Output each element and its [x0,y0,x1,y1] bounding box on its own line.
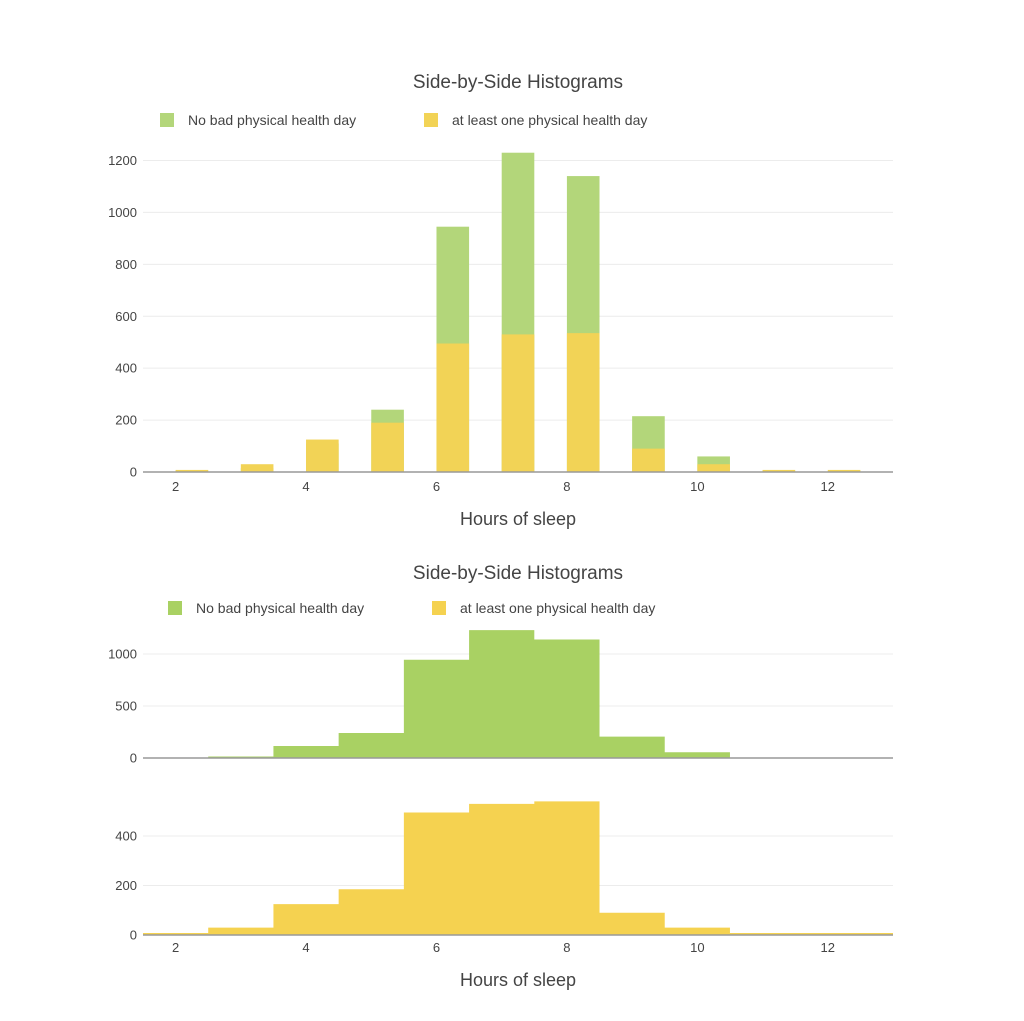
chart-title: Side-by-Side Histograms [413,72,623,93]
bar[interactable] [306,439,339,472]
step-area[interactable] [143,630,893,758]
y-axis-ticks: 0 200 400 600 800 1000 1200 [108,153,137,480]
y-tick-label: 0 [130,465,137,480]
bar[interactable] [566,333,600,472]
bar[interactable] [697,464,730,472]
x-axis-ticks: 2 4 6 8 10 12 [172,940,835,955]
x-tick-label: 6 [433,479,440,494]
legend[interactable]: No bad physical health day at least one … [160,112,647,128]
legend-swatch-green[interactable] [160,113,174,127]
bar[interactable] [827,469,861,472]
legend[interactable]: No bad physical health day at least one … [168,600,655,616]
x-tick-label: 2 [172,940,179,955]
y-tick-label: 400 [115,829,137,844]
x-tick-label: 10 [690,940,704,955]
legend-label-at-least-one-day[interactable]: at least one physical health day [460,600,655,616]
x-tick-label: 8 [563,479,570,494]
x-tick-label: 4 [302,940,309,955]
y-tick-label: 0 [130,928,137,943]
bar[interactable] [762,469,796,472]
y-tick-label: 200 [115,413,137,428]
y-tick-label: 800 [115,257,137,272]
x-tick-label: 4 [302,479,309,494]
x-tick-label: 6 [433,940,440,955]
x-tick-label: 8 [563,940,570,955]
x-axis-title: Hours of sleep [460,970,576,990]
y-tick-label: 400 [115,361,137,376]
y-tick-label: 600 [115,309,137,324]
bar[interactable] [501,334,535,472]
x-tick-label: 10 [690,479,704,494]
legend-swatch-yellow[interactable] [432,601,446,615]
step-area[interactable] [143,801,893,935]
y-tick-label: 1000 [108,205,137,220]
bar[interactable] [371,422,404,472]
bar[interactable] [240,464,274,472]
bar[interactable] [436,343,470,472]
y-tick-label: 1000 [108,647,137,662]
bars-at-least-one-day [175,333,861,472]
bar[interactable] [175,469,209,472]
legend-label-no-bad-day[interactable]: No bad physical health day [188,112,356,128]
legend-swatch-green[interactable] [168,601,182,615]
y-tick-label: 200 [115,878,137,893]
chart-title: Side-by-Side Histograms [413,563,623,584]
overlay-histogram-chart: Side-by-Side Histograms No bad physical … [108,72,893,529]
x-tick-label: 2 [172,479,179,494]
x-tick-label: 12 [821,479,835,494]
x-axis-ticks: 2 4 6 8 10 12 [172,479,835,494]
histogram-at-least-one-day [143,801,893,935]
x-axis-title: Hours of sleep [460,509,576,529]
histogram-no-bad-day [143,630,893,758]
bar[interactable] [632,448,665,472]
legend-label-at-least-one-day[interactable]: at least one physical health day [452,112,647,128]
y-tick-label: 1200 [108,153,137,168]
y-axis-ticks-lower: 0 200 400 [115,829,137,943]
legend-swatch-yellow[interactable] [424,113,438,127]
x-tick-label: 12 [821,940,835,955]
y-axis-ticks-upper: 0 500 1000 [108,647,137,766]
legend-label-no-bad-day[interactable]: No bad physical health day [196,600,364,616]
y-tick-label: 500 [115,699,137,714]
y-tick-label: 0 [130,751,137,766]
subplot-histogram-chart: Side-by-Side Histograms No bad physical … [108,563,893,990]
